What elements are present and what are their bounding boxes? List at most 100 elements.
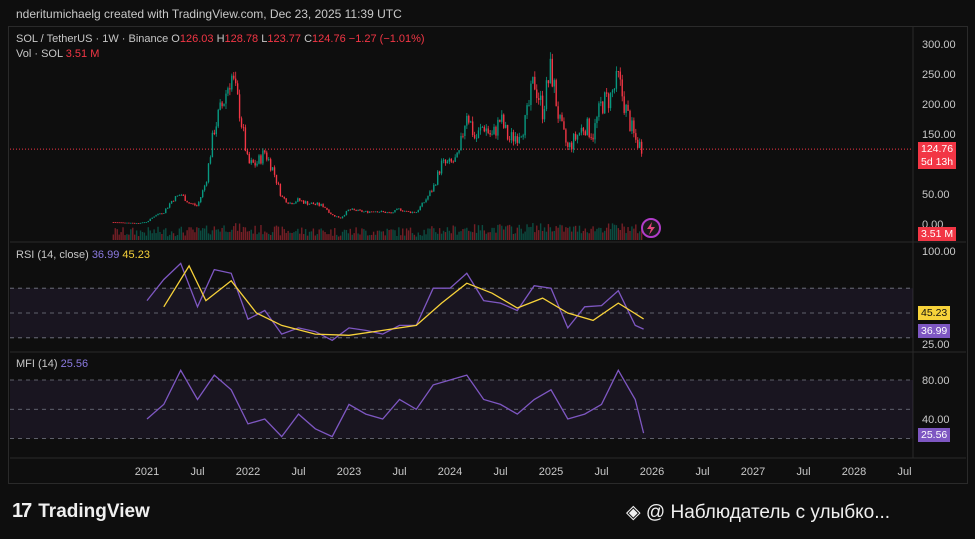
volume-bar [209,234,212,240]
volume-bar [167,236,169,240]
candle-body [442,159,445,161]
volume-bar [141,231,144,240]
candle-body [615,71,618,89]
volume-bar [629,230,631,240]
volume-bar [351,234,353,240]
volume-bar [248,231,250,240]
candle-body [588,118,590,138]
candle-body [539,95,542,100]
volume-bar [285,232,287,240]
volume-bar [586,232,588,240]
volume-bar [567,227,569,240]
candle-body [390,212,392,214]
volume-bar [345,229,348,240]
vol-label[interactable]: Vol · SOL [16,48,63,60]
volume-bar [130,229,132,240]
symbol-label[interactable]: SOL / TetherUS · 1W · Binance [16,33,169,45]
candle-body [372,211,375,213]
candle-body [631,120,633,132]
price-tick-label: 300.00 [922,39,956,51]
volume-bar [203,228,206,240]
candle-body [623,96,625,113]
candle-body [427,196,429,200]
candle-body [607,93,610,109]
candle-body [285,198,287,203]
candle-body [396,208,398,211]
volume-badge: 3.51 M [918,227,957,241]
candle-body [260,155,262,164]
mfi-tick-label: 40.00 [922,414,950,426]
volume-bar [201,228,204,240]
candle-body [400,208,402,211]
volume-bar [578,225,581,240]
binance-diamond-icon: ◈ [626,502,641,523]
volume-bar [234,223,237,240]
volume-bar [258,232,260,240]
candle-body [553,80,555,87]
candle-body [456,152,458,158]
candle-body [293,203,295,205]
rsi-label[interactable]: RSI (14, close) [16,249,89,261]
volume-bar [163,229,165,240]
volume-bar [221,227,223,240]
candle-body [304,201,307,204]
candle-body [217,109,219,127]
volume-bar [223,225,225,240]
candle-body [565,129,567,143]
candle-body [320,204,322,206]
volume-bar [506,225,509,240]
volume-bar [514,233,517,240]
volume-bar [182,232,184,240]
candle-body [407,210,410,212]
volume-bar [431,226,433,240]
volume-bar [353,233,355,240]
candle-body [609,92,612,109]
candle-body [444,159,447,164]
volume-bar [471,232,474,240]
candle-body [238,94,241,119]
volume-bar [602,232,604,240]
mfi-label[interactable]: MFI (14) [16,358,58,370]
candle-body [419,206,421,211]
volume-bar [159,231,161,240]
volume-bar [318,229,320,240]
chart-attribution: nderitumichaelg created with TradingView… [16,7,402,21]
high-value: 128.78 [224,33,259,45]
candle-body [180,194,183,196]
candle-body [594,123,596,140]
candle-body [343,215,346,217]
volume-bar [407,230,410,240]
volume-bar [518,224,520,240]
candle-body [198,202,200,206]
candle-body [473,135,476,139]
candle-body [485,128,487,132]
price-tick-label: 250.00 [922,69,956,81]
volume-bar [534,232,536,240]
tradingview-logo[interactable]: 17 TradingView [12,500,150,523]
volume-bar [607,223,610,240]
volume-bar [438,228,441,240]
candle-body [345,211,348,216]
volume-bar [633,228,635,240]
flash-icon[interactable] [641,218,661,238]
candle-body [112,222,115,223]
volume-bar [413,234,416,240]
volume-bar [349,228,351,240]
volume-bar [555,226,557,240]
chart-frame[interactable] [8,26,968,484]
candle-body [384,211,386,213]
watermark-text: @ Наблюдатель с улыбко... [645,502,891,523]
price-badge: 124.76 [918,142,957,156]
candle-body [254,162,256,166]
candle-body [322,204,324,208]
candle-body [157,213,159,216]
volume-bar [390,229,392,240]
candle-body [405,210,408,212]
price-legend: SOL / TetherUS · 1W · Binance O126.03 H1… [16,33,425,45]
volume-bar [532,223,534,240]
candle-body [625,104,627,113]
candle-body [200,197,202,203]
candle-body [388,212,390,214]
candle-body [440,160,443,174]
